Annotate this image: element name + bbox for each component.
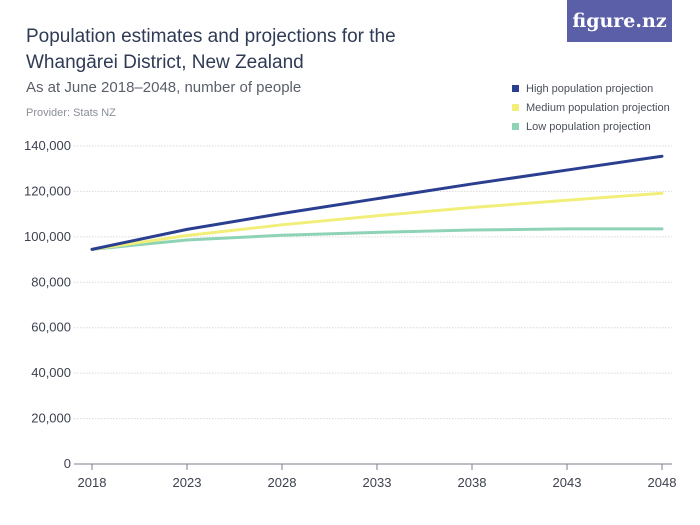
y-tick-label: 120,000 [24,183,71,198]
legend-label-high: High population projection [526,82,654,95]
figure-nz-logo[interactable]: figure.nz [567,0,672,42]
provider-note: Provider: Stats NZ [26,107,116,119]
chart-subtitle: As at June 2018–2048, number of people [26,79,302,96]
legend-item-high: High population projection [512,79,670,98]
series-line-high [90,154,664,251]
y-tick-label: 40,000 [31,365,71,380]
axes: 0 20,000 40,000 60,000 80,000 100,000 120,000 1… [24,138,676,490]
x-tick-label: 2028 [268,475,297,490]
y-tick-label: 140,000 [24,138,71,153]
series-line-low [90,227,664,251]
y-tick-label: 20,000 [31,411,71,426]
x-tick-label: 2043 [553,475,582,490]
series-lines [90,154,664,251]
legend-swatch-low [512,123,519,130]
grid-lines [74,145,672,465]
y-tick-label: 0 [64,456,71,471]
legend-item-medium: Medium population projection [512,98,670,117]
y-tick-label: 60,000 [31,320,71,335]
legend-label-low: Low population projection [526,120,651,133]
x-tick-label: 2048 [648,475,677,490]
legend-item-low: Low population projection [512,117,670,136]
y-tick-label: 80,000 [31,274,71,289]
chart-legend: High population projection Medium popula… [512,79,670,136]
x-tick-label: 2018 [78,475,107,490]
chart-title: Population estimates and projections for… [26,26,396,73]
series-line-medium [90,191,664,251]
x-tick-label: 2033 [363,475,392,490]
x-tick-label: 2023 [173,475,202,490]
x-tick-label: 2038 [458,475,487,490]
legend-label-medium: Medium population projection [526,101,670,114]
legend-swatch-medium [512,104,519,111]
y-tick-label: 100,000 [24,229,71,244]
legend-swatch-high [512,85,519,92]
